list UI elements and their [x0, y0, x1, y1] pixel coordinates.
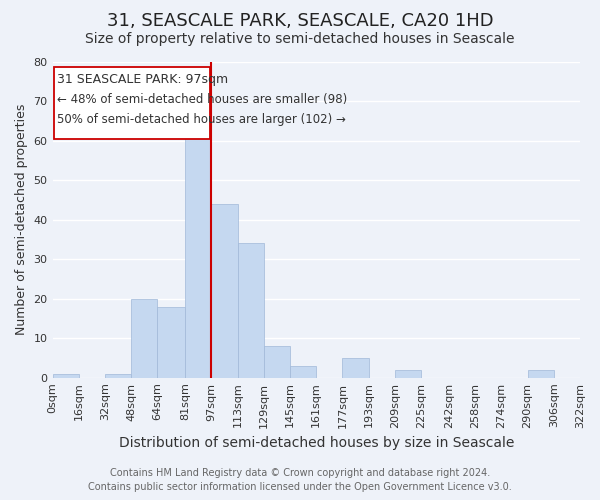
- Bar: [131, 298, 157, 378]
- Bar: [105, 374, 131, 378]
- Bar: [211, 204, 238, 378]
- Bar: [527, 370, 554, 378]
- Bar: [185, 121, 211, 378]
- Bar: [343, 358, 368, 378]
- Bar: [238, 244, 264, 378]
- FancyBboxPatch shape: [54, 68, 210, 138]
- Text: ← 48% of semi-detached houses are smaller (98): ← 48% of semi-detached houses are smalle…: [58, 93, 348, 106]
- Bar: [395, 370, 421, 378]
- X-axis label: Distribution of semi-detached houses by size in Seascale: Distribution of semi-detached houses by …: [119, 436, 514, 450]
- Text: 50% of semi-detached houses are larger (102) →: 50% of semi-detached houses are larger (…: [58, 113, 346, 126]
- Y-axis label: Number of semi-detached properties: Number of semi-detached properties: [15, 104, 28, 336]
- Bar: [290, 366, 316, 378]
- Text: Size of property relative to semi-detached houses in Seascale: Size of property relative to semi-detach…: [85, 32, 515, 46]
- Bar: [264, 346, 290, 378]
- Bar: [157, 306, 185, 378]
- Bar: [53, 374, 79, 378]
- Text: Contains HM Land Registry data © Crown copyright and database right 2024.
Contai: Contains HM Land Registry data © Crown c…: [88, 468, 512, 492]
- Text: 31, SEASCALE PARK, SEASCALE, CA20 1HD: 31, SEASCALE PARK, SEASCALE, CA20 1HD: [107, 12, 493, 30]
- Text: 31 SEASCALE PARK: 97sqm: 31 SEASCALE PARK: 97sqm: [58, 74, 229, 86]
